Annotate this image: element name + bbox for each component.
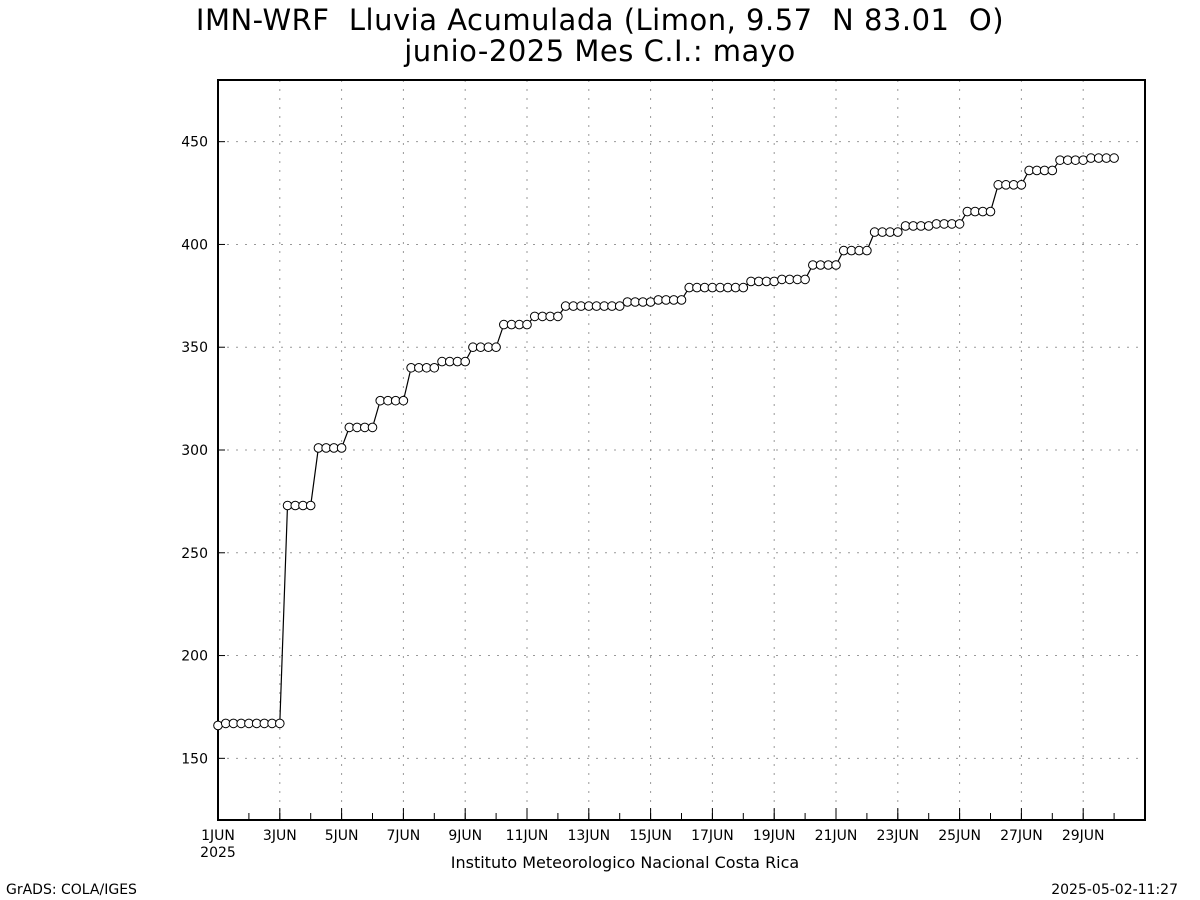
x-tick-label: 21JUN xyxy=(815,828,858,844)
data-point xyxy=(1109,153,1119,163)
data-point xyxy=(893,227,903,237)
data-point xyxy=(738,282,749,293)
data-point xyxy=(305,500,316,511)
x-tick-label: 23JUN xyxy=(876,828,919,844)
data-point xyxy=(491,342,501,353)
data-point xyxy=(800,274,810,285)
data-point xyxy=(831,260,841,270)
data-point xyxy=(769,276,780,287)
x-tick-label: 11JUN xyxy=(506,828,549,844)
y-tick-label: 450 xyxy=(181,135,208,151)
data-point xyxy=(398,395,409,406)
data-point xyxy=(213,720,223,731)
x-tick-label: 19JUN xyxy=(753,828,796,844)
series-line xyxy=(217,157,1115,726)
grads-credit: GrADS: COLA/IGES xyxy=(6,882,137,898)
data-point xyxy=(645,297,656,307)
data-point xyxy=(460,356,471,367)
data-point xyxy=(923,221,934,231)
plot-frame xyxy=(217,79,1146,821)
x-tick-label: 13JUN xyxy=(567,828,610,844)
x-tick-label: 17JUN xyxy=(691,828,734,844)
y-tick-label: 350 xyxy=(181,340,208,356)
x-tick-label: 3JUN xyxy=(263,828,297,844)
x-tick-label: 25JUN xyxy=(938,828,981,844)
y-tick-label: 300 xyxy=(181,443,208,459)
x-tick-label: 7JUN xyxy=(387,828,421,844)
series-group xyxy=(213,153,1119,731)
data-point xyxy=(1078,155,1088,165)
data-point xyxy=(862,245,872,256)
x-tick-label: 5JUN xyxy=(325,828,359,844)
data-point xyxy=(367,422,378,433)
data-point xyxy=(985,206,996,217)
data-point xyxy=(522,319,532,330)
y-tick-label: 200 xyxy=(181,649,208,665)
data-point xyxy=(1047,165,1058,176)
x-tick-label: 9JUN xyxy=(448,828,482,844)
x-tick-label: 27JUN xyxy=(1000,828,1043,844)
data-point xyxy=(275,718,285,729)
grid-lines xyxy=(218,80,1145,820)
x-tick-label: 15JUN xyxy=(629,828,672,844)
data-point xyxy=(1016,180,1027,190)
y-tick-label: 150 xyxy=(181,751,208,767)
x-tick-label: 1JUN xyxy=(201,828,235,844)
chart-subtitle: junio-2025 Mes C.I.: mayo xyxy=(404,34,796,68)
data-point xyxy=(336,443,347,453)
data-point xyxy=(553,311,563,322)
institute-label: Instituto Meteorologico Nacional Costa R… xyxy=(450,853,800,872)
y-axis: 150 200 250 300 350 400 450 xyxy=(181,135,225,767)
chart-title: IMN-WRF Lluvia Acumulada (Limon, 9.57 N … xyxy=(195,3,1005,37)
data-point xyxy=(614,301,625,311)
timestamp: 2025-05-02-11:27 xyxy=(1051,882,1178,898)
data-point xyxy=(676,295,687,305)
y-tick-label: 250 xyxy=(181,546,208,562)
x-tick-label: 29JUN xyxy=(1062,828,1105,844)
y-tick-label: 400 xyxy=(181,237,208,253)
x-tick-sublabel: 2025 xyxy=(200,845,236,861)
data-point xyxy=(429,362,440,373)
data-point xyxy=(954,219,965,229)
